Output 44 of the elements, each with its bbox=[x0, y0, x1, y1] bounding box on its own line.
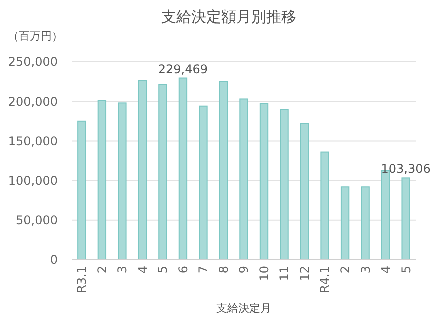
x-tick-label: 11 bbox=[278, 266, 292, 282]
x-tick-label: R3.1 bbox=[75, 266, 90, 294]
y-tick-label: 250,000 bbox=[8, 55, 58, 70]
bar bbox=[219, 81, 228, 260]
x-tick-label: 12 bbox=[298, 266, 312, 282]
x-tick-label: 6 bbox=[176, 266, 190, 274]
y-tick-label: 200,000 bbox=[8, 94, 58, 109]
x-tick-label: 2 bbox=[95, 266, 110, 274]
x-tick-label: 4 bbox=[136, 266, 150, 274]
y-tick-label: 50,000 bbox=[16, 214, 58, 228]
y-tick-label: 150,000 bbox=[8, 134, 58, 148]
y-tick-label: 0 bbox=[50, 253, 58, 268]
y-tick-label: 100,000 bbox=[8, 174, 58, 188]
bar bbox=[340, 186, 350, 260]
x-tick-label: 10 bbox=[257, 266, 272, 282]
bar bbox=[260, 103, 269, 260]
x-tick-label: 5 bbox=[399, 266, 414, 274]
bar bbox=[240, 98, 248, 260]
x-tick-label: 7 bbox=[196, 266, 211, 274]
x-axis-title: 支給決定月 bbox=[216, 302, 272, 315]
bar bbox=[402, 178, 410, 260]
bar bbox=[138, 80, 148, 260]
bar bbox=[199, 106, 208, 260]
x-tick-label: 9 bbox=[237, 266, 252, 274]
bar bbox=[178, 78, 188, 260]
bar bbox=[118, 102, 127, 260]
data-label: 103,306 bbox=[381, 162, 431, 176]
chart-title: 支給決定額月別推移 bbox=[162, 8, 296, 26]
bar bbox=[280, 109, 289, 260]
x-tick-label: R4.1 bbox=[318, 266, 332, 294]
bar bbox=[78, 120, 86, 260]
x-tick-label: 3 bbox=[116, 266, 130, 274]
x-tick-label: 5 bbox=[156, 266, 170, 274]
data-label: 229,469 bbox=[158, 62, 208, 76]
bar bbox=[361, 186, 370, 260]
x-tick-label: 3 bbox=[358, 266, 373, 274]
x-tick-label: 4 bbox=[379, 266, 394, 274]
x-tick-label: 2 bbox=[338, 266, 352, 274]
bar bbox=[98, 100, 107, 260]
bar bbox=[158, 84, 168, 260]
bar bbox=[300, 123, 310, 260]
y-axis-title: （百万円） bbox=[8, 30, 63, 43]
x-tick-label: 8 bbox=[216, 266, 231, 274]
bar bbox=[320, 152, 330, 260]
